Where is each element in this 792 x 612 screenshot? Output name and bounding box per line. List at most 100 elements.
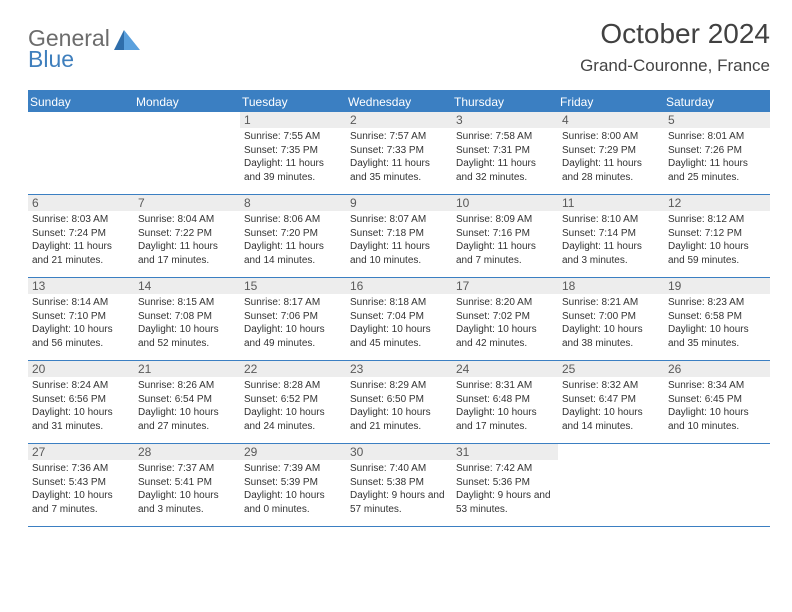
calendar-cell: 17Sunrise: 8:20 AMSunset: 7:02 PMDayligh…: [452, 278, 558, 360]
dow-monday: Monday: [134, 92, 240, 112]
day-number: [28, 112, 134, 128]
sunrise-text: Sunrise: 8:00 AM: [562, 130, 661, 144]
sunrise-text: Sunrise: 8:01 AM: [668, 130, 767, 144]
day-number: 27: [28, 444, 134, 460]
day-number: 5: [664, 112, 770, 128]
day-info: Sunrise: 7:37 AMSunset: 5:41 PMDaylight:…: [134, 460, 240, 520]
dow-wednesday: Wednesday: [346, 92, 452, 112]
sunset-text: Sunset: 6:54 PM: [138, 393, 237, 407]
calendar-cell: 6Sunrise: 8:03 AMSunset: 7:24 PMDaylight…: [28, 195, 134, 277]
calendar-cell: 24Sunrise: 8:31 AMSunset: 6:48 PMDayligh…: [452, 361, 558, 443]
calendar-cell: 25Sunrise: 8:32 AMSunset: 6:47 PMDayligh…: [558, 361, 664, 443]
calendar-cell: 12Sunrise: 8:12 AMSunset: 7:12 PMDayligh…: [664, 195, 770, 277]
sunset-text: Sunset: 7:16 PM: [456, 227, 555, 241]
sunset-text: Sunset: 7:02 PM: [456, 310, 555, 324]
daylight-text: Daylight: 10 hours and 38 minutes.: [562, 323, 661, 350]
calendar-cell: 30Sunrise: 7:40 AMSunset: 5:38 PMDayligh…: [346, 444, 452, 526]
day-info: Sunrise: 8:15 AMSunset: 7:08 PMDaylight:…: [134, 294, 240, 354]
day-info: Sunrise: 7:40 AMSunset: 5:38 PMDaylight:…: [346, 460, 452, 520]
calendar-cell: 31Sunrise: 7:42 AMSunset: 5:36 PMDayligh…: [452, 444, 558, 526]
daylight-text: Daylight: 11 hours and 32 minutes.: [456, 157, 555, 184]
sunrise-text: Sunrise: 8:24 AM: [32, 379, 131, 393]
daylight-text: Daylight: 10 hours and 42 minutes.: [456, 323, 555, 350]
sunset-text: Sunset: 7:10 PM: [32, 310, 131, 324]
sunrise-text: Sunrise: 8:32 AM: [562, 379, 661, 393]
calendar-week: 6Sunrise: 8:03 AMSunset: 7:24 PMDaylight…: [28, 195, 770, 278]
calendar-week: 20Sunrise: 8:24 AMSunset: 6:56 PMDayligh…: [28, 361, 770, 444]
daylight-text: Daylight: 11 hours and 3 minutes.: [562, 240, 661, 267]
calendar-cell: [664, 444, 770, 526]
sunset-text: Sunset: 7:12 PM: [668, 227, 767, 241]
sunrise-text: Sunrise: 8:09 AM: [456, 213, 555, 227]
dow-row: Sunday Monday Tuesday Wednesday Thursday…: [28, 92, 770, 112]
day-number: 18: [558, 278, 664, 294]
sunset-text: Sunset: 7:29 PM: [562, 144, 661, 158]
day-info: Sunrise: 8:29 AMSunset: 6:50 PMDaylight:…: [346, 377, 452, 437]
calendar-cell: 10Sunrise: 8:09 AMSunset: 7:16 PMDayligh…: [452, 195, 558, 277]
sunrise-text: Sunrise: 7:58 AM: [456, 130, 555, 144]
day-number: 23: [346, 361, 452, 377]
day-number: 29: [240, 444, 346, 460]
daylight-text: Daylight: 11 hours and 35 minutes.: [350, 157, 449, 184]
logo-mark-icon: [114, 30, 142, 57]
daylight-text: Daylight: 11 hours and 39 minutes.: [244, 157, 343, 184]
daylight-text: Daylight: 10 hours and 45 minutes.: [350, 323, 449, 350]
day-info: Sunrise: 7:58 AMSunset: 7:31 PMDaylight:…: [452, 128, 558, 188]
day-info: Sunrise: 8:06 AMSunset: 7:20 PMDaylight:…: [240, 211, 346, 271]
sunrise-text: Sunrise: 8:31 AM: [456, 379, 555, 393]
day-number: [558, 444, 664, 460]
daylight-text: Daylight: 10 hours and 24 minutes.: [244, 406, 343, 433]
day-number: 28: [134, 444, 240, 460]
sunset-text: Sunset: 7:26 PM: [668, 144, 767, 158]
calendar-cell: 13Sunrise: 8:14 AMSunset: 7:10 PMDayligh…: [28, 278, 134, 360]
sunrise-text: Sunrise: 8:12 AM: [668, 213, 767, 227]
day-info: Sunrise: 8:26 AMSunset: 6:54 PMDaylight:…: [134, 377, 240, 437]
calendar-cell: 8Sunrise: 8:06 AMSunset: 7:20 PMDaylight…: [240, 195, 346, 277]
day-number: 25: [558, 361, 664, 377]
daylight-text: Daylight: 10 hours and 10 minutes.: [668, 406, 767, 433]
day-number: 30: [346, 444, 452, 460]
sunset-text: Sunset: 6:58 PM: [668, 310, 767, 324]
day-number: 15: [240, 278, 346, 294]
calendar-cell: 3Sunrise: 7:58 AMSunset: 7:31 PMDaylight…: [452, 112, 558, 194]
calendar-cell: 19Sunrise: 8:23 AMSunset: 6:58 PMDayligh…: [664, 278, 770, 360]
day-number: 24: [452, 361, 558, 377]
sunrise-text: Sunrise: 8:06 AM: [244, 213, 343, 227]
calendar-cell: 29Sunrise: 7:39 AMSunset: 5:39 PMDayligh…: [240, 444, 346, 526]
day-number: [134, 112, 240, 128]
calendar-cell: 15Sunrise: 8:17 AMSunset: 7:06 PMDayligh…: [240, 278, 346, 360]
day-info: Sunrise: 8:34 AMSunset: 6:45 PMDaylight:…: [664, 377, 770, 437]
daylight-text: Daylight: 10 hours and 35 minutes.: [668, 323, 767, 350]
daylight-text: Daylight: 11 hours and 21 minutes.: [32, 240, 131, 267]
sunrise-text: Sunrise: 8:28 AM: [244, 379, 343, 393]
dow-saturday: Saturday: [664, 92, 770, 112]
day-number: 31: [452, 444, 558, 460]
sunrise-text: Sunrise: 8:26 AM: [138, 379, 237, 393]
sunset-text: Sunset: 7:33 PM: [350, 144, 449, 158]
calendar-cell: 18Sunrise: 8:21 AMSunset: 7:00 PMDayligh…: [558, 278, 664, 360]
daylight-text: Daylight: 10 hours and 52 minutes.: [138, 323, 237, 350]
daylight-text: Daylight: 10 hours and 17 minutes.: [456, 406, 555, 433]
day-number: 13: [28, 278, 134, 294]
sunrise-text: Sunrise: 8:10 AM: [562, 213, 661, 227]
sunrise-text: Sunrise: 8:17 AM: [244, 296, 343, 310]
day-number: [664, 444, 770, 460]
day-info: Sunrise: 7:36 AMSunset: 5:43 PMDaylight:…: [28, 460, 134, 520]
calendar-cell: [134, 112, 240, 194]
sunset-text: Sunset: 6:50 PM: [350, 393, 449, 407]
daylight-text: Daylight: 10 hours and 31 minutes.: [32, 406, 131, 433]
calendar-cell: 16Sunrise: 8:18 AMSunset: 7:04 PMDayligh…: [346, 278, 452, 360]
day-number: 6: [28, 195, 134, 211]
sunrise-text: Sunrise: 8:29 AM: [350, 379, 449, 393]
sunset-text: Sunset: 6:52 PM: [244, 393, 343, 407]
calendar-cell: 7Sunrise: 8:04 AMSunset: 7:22 PMDaylight…: [134, 195, 240, 277]
calendar: Sunday Monday Tuesday Wednesday Thursday…: [28, 90, 770, 527]
calendar-cell: 23Sunrise: 8:29 AMSunset: 6:50 PMDayligh…: [346, 361, 452, 443]
calendar-week: 1Sunrise: 7:55 AMSunset: 7:35 PMDaylight…: [28, 112, 770, 195]
sunrise-text: Sunrise: 8:18 AM: [350, 296, 449, 310]
daylight-text: Daylight: 11 hours and 25 minutes.: [668, 157, 767, 184]
day-info: Sunrise: 7:57 AMSunset: 7:33 PMDaylight:…: [346, 128, 452, 188]
day-number: 3: [452, 112, 558, 128]
day-number: 26: [664, 361, 770, 377]
daylight-text: Daylight: 11 hours and 10 minutes.: [350, 240, 449, 267]
